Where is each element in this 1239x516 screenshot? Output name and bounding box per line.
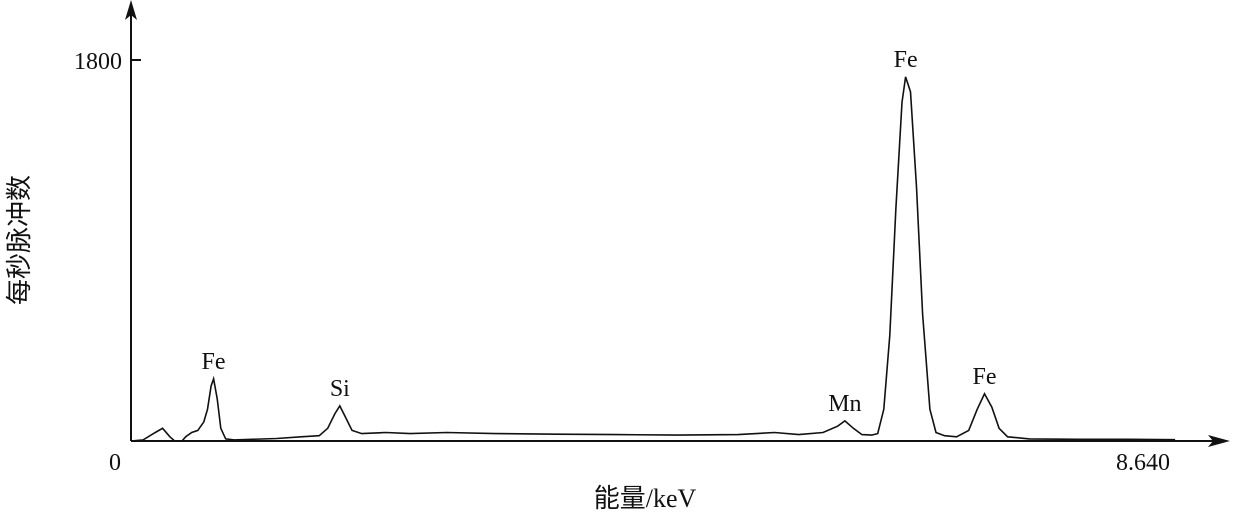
y-axis-label: 每秒脉冲数 (5, 175, 34, 305)
peak-annotations: Fe Si Mn Fe Fe (202, 47, 997, 417)
y-axis-arrow (125, 0, 137, 20)
x-tick-label-8640: 8.640 (1116, 450, 1170, 476)
spectrum-line (130, 76, 1176, 442)
peak-label-fe: Fe (202, 349, 226, 375)
peak-label-fe: Fe (973, 364, 997, 390)
x-axis-label: 能量/keV (594, 484, 697, 513)
x-tick-label-0: 0 (109, 450, 121, 476)
peak-label-mn: Mn (828, 391, 861, 417)
x-axis-arrow (1208, 435, 1230, 447)
y-tick-label-1800: 1800 (74, 49, 122, 75)
peak-label-si: Si (330, 376, 350, 402)
peak-label-fe: Fe (894, 47, 918, 73)
y-axis: 1800 每秒脉冲数 (5, 0, 141, 441)
x-axis: 0 8.640 能量/keV (109, 435, 1230, 513)
